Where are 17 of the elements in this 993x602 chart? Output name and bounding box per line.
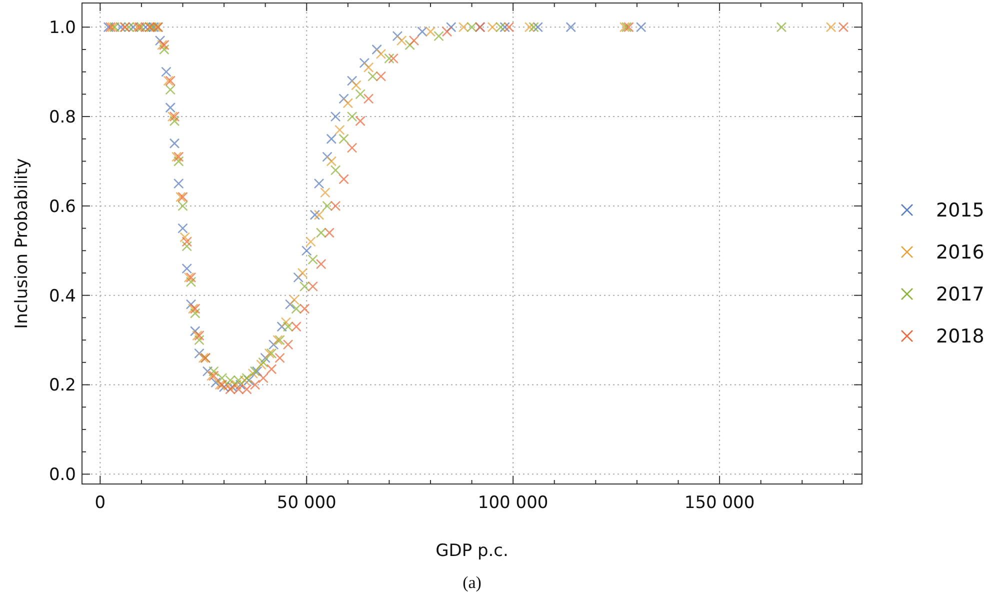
y-tick-label: 0.4 xyxy=(48,286,76,306)
legend-label: 2016 xyxy=(936,242,984,264)
y-tick-label: 0.0 xyxy=(48,465,76,486)
x-tick-label: 50 000 xyxy=(276,493,336,513)
y-axis-title: Inclusion Probability xyxy=(12,158,32,329)
x-tick-label: 0 xyxy=(94,493,106,513)
text: (a) xyxy=(462,573,482,592)
y-tick-label: 0.6 xyxy=(48,196,76,217)
legend-label: 2015 xyxy=(936,200,984,222)
y-tick-label: 1.0 xyxy=(48,18,76,38)
legend-label: 2017 xyxy=(936,284,984,306)
legend-label: 2018 xyxy=(936,326,984,348)
x-axis-title: GDP p.c. xyxy=(436,541,508,561)
y-tick-label: 0.8 xyxy=(48,107,76,128)
y-tick-label: 0.2 xyxy=(48,376,76,396)
x-tick-label: 100 000 xyxy=(478,493,548,513)
x-tick-label: 150 000 xyxy=(684,493,755,513)
